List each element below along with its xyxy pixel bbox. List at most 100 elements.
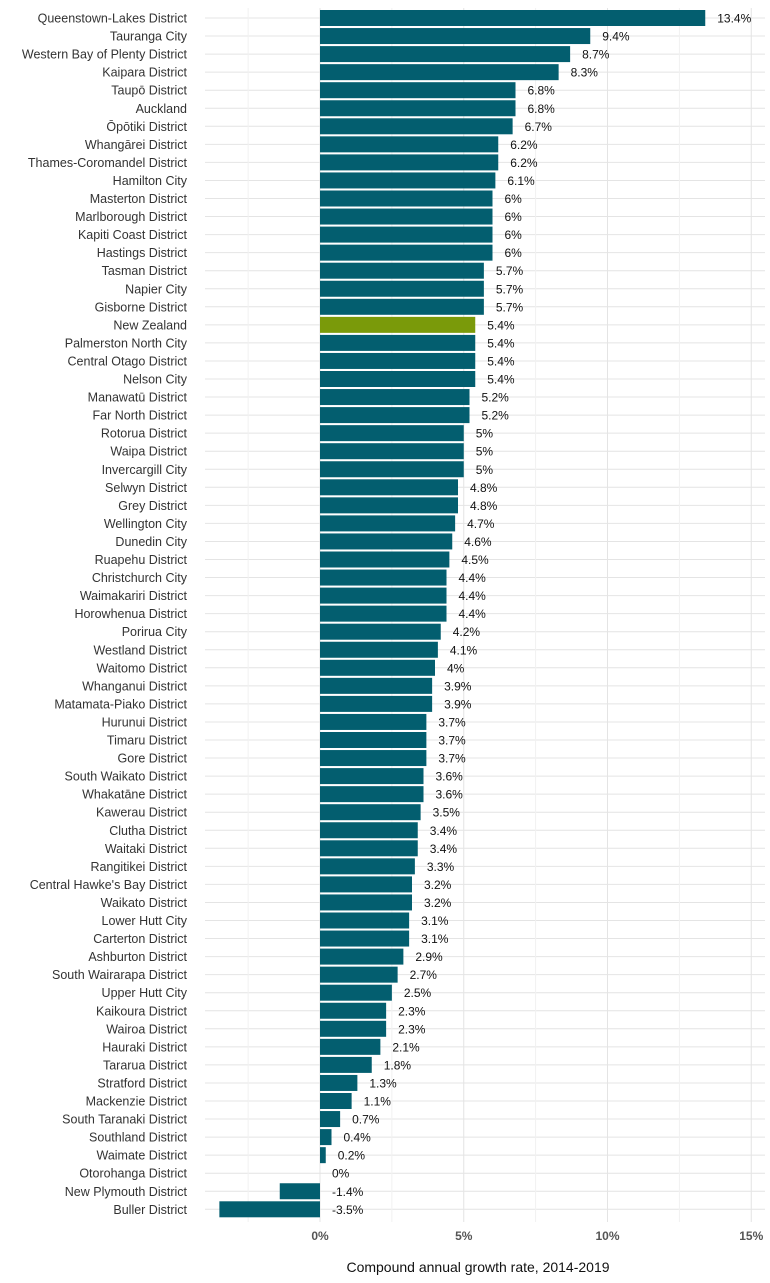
value-label: 4.8% xyxy=(470,499,498,513)
category-label: Lower Hutt City xyxy=(102,914,188,928)
value-label: 5% xyxy=(476,445,494,459)
value-label: 3.7% xyxy=(438,752,466,766)
category-label: Westland District xyxy=(93,643,187,657)
category-label: Western Bay of Plenty District xyxy=(22,48,188,62)
bar xyxy=(320,912,410,929)
category-label: Kapiti Coast District xyxy=(78,228,188,242)
value-label: -3.5% xyxy=(332,1203,364,1217)
bar xyxy=(320,822,418,839)
value-label: 2.3% xyxy=(398,1004,426,1018)
category-label: Waitomo District xyxy=(96,661,187,675)
bar xyxy=(320,732,427,748)
value-label: 6% xyxy=(505,210,523,224)
category-label: Invercargill City xyxy=(102,463,188,477)
category-label: New Zealand xyxy=(113,318,187,332)
bar xyxy=(320,858,415,875)
bar xyxy=(320,389,470,406)
value-label: 6.8% xyxy=(528,84,556,98)
bar xyxy=(320,677,433,694)
bar xyxy=(320,1056,372,1073)
value-label: 2.7% xyxy=(410,968,438,982)
category-label: Wairoa District xyxy=(106,1022,187,1036)
bar xyxy=(320,64,559,81)
category-label: South Taranaki District xyxy=(62,1113,187,1127)
bar xyxy=(320,226,493,243)
value-label: 1.1% xyxy=(364,1095,392,1109)
bar xyxy=(320,280,484,297)
bar xyxy=(320,443,464,460)
value-label: 2.5% xyxy=(404,986,432,1000)
bar xyxy=(320,641,438,658)
value-label: 4.4% xyxy=(459,607,487,621)
category-label: Central Hawke's Bay District xyxy=(30,878,188,892)
category-label: Clutha District xyxy=(109,824,187,838)
value-label: 5.2% xyxy=(482,391,510,405)
value-label: 6% xyxy=(505,228,523,242)
x-axis-title: Compound annual growth rate, 2014-2019 xyxy=(346,1259,609,1275)
bar xyxy=(320,1111,341,1128)
category-label: Porirua City xyxy=(122,625,188,639)
value-label: 4.6% xyxy=(464,535,492,549)
bar xyxy=(320,948,404,965)
bar xyxy=(320,786,424,803)
value-label: 4% xyxy=(447,661,465,675)
value-label: 0.7% xyxy=(352,1113,380,1127)
category-label: Ruapehu District xyxy=(95,553,188,567)
category-label: Otorohanga District xyxy=(79,1167,187,1181)
value-label: 3.3% xyxy=(427,860,455,874)
bar xyxy=(320,569,447,586)
category-label: Napier City xyxy=(125,282,188,296)
bar xyxy=(320,966,398,983)
category-label: Hastings District xyxy=(97,246,188,260)
value-label: -1.4% xyxy=(332,1185,364,1199)
category-label: Hamilton City xyxy=(113,174,188,188)
category-label: Gisborne District xyxy=(95,300,188,314)
bar xyxy=(320,1038,381,1055)
bar xyxy=(320,172,496,189)
value-label: 4.7% xyxy=(467,517,495,531)
category-label: Ōpōtiki District xyxy=(106,120,187,134)
bar xyxy=(320,623,441,640)
value-label: 6.7% xyxy=(525,120,553,134)
category-label: Manawatū District xyxy=(88,391,188,405)
bar xyxy=(320,28,591,45)
bar xyxy=(320,750,427,767)
category-label: Marlborough District xyxy=(75,210,187,224)
bar xyxy=(320,425,464,442)
x-tick-label: 5% xyxy=(455,1229,473,1243)
value-label: 6% xyxy=(505,192,523,206)
category-label: Kaikoura District xyxy=(96,1004,188,1018)
category-label: Dunedin City xyxy=(115,535,187,549)
bar xyxy=(320,244,493,261)
value-label: 2.3% xyxy=(398,1022,426,1036)
category-label: Buller District xyxy=(113,1203,187,1217)
category-label: Queenstown-Lakes District xyxy=(38,12,188,26)
category-label: Whakatāne District xyxy=(82,788,187,802)
bar xyxy=(320,82,516,99)
value-label: 3.9% xyxy=(444,679,472,693)
bar xyxy=(320,154,499,171)
bar xyxy=(320,1002,387,1019)
x-tick-label: 10% xyxy=(595,1229,619,1243)
bar xyxy=(320,190,493,207)
bar xyxy=(320,551,450,568)
category-label: Timaru District xyxy=(107,734,188,748)
bars xyxy=(219,10,706,1218)
value-labels: 13.4% 9.4% 8.7% 8.3% 6.8% 6.8% 6.7% 6.2% 6.2% 6.1… xyxy=(332,12,752,1217)
value-label: 3.5% xyxy=(433,806,461,820)
category-label: Waikato District xyxy=(101,896,188,910)
bar xyxy=(320,1020,387,1037)
bar xyxy=(320,605,447,622)
value-label: 3.4% xyxy=(430,842,458,856)
bar xyxy=(320,262,484,279)
value-label: 5.4% xyxy=(487,354,515,368)
category-label: Tasman District xyxy=(102,264,188,278)
value-label: 0% xyxy=(332,1167,350,1181)
category-label: Grey District xyxy=(118,499,187,513)
bar xyxy=(320,100,516,117)
bar xyxy=(320,533,453,550)
bar xyxy=(320,1093,352,1109)
bar xyxy=(320,659,435,676)
category-label: Tararua District xyxy=(103,1058,188,1072)
category-labels: Queenstown-Lakes District Tauranga City We… xyxy=(22,12,188,1217)
